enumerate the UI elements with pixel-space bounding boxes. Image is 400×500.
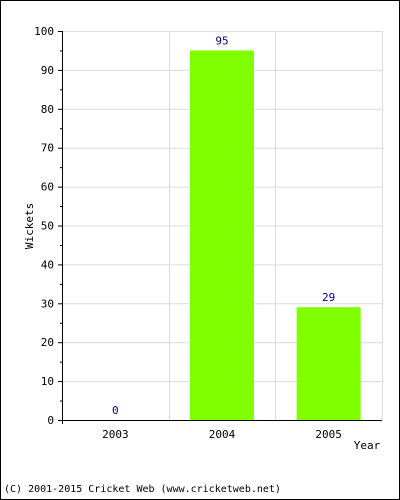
y-tick-labels: 0 10 20 30 40 50 60 70 80 90 100 [34, 25, 54, 427]
bar [296, 307, 361, 420]
data-labels: 0 95 29 [112, 34, 335, 417]
axes [58, 31, 382, 424]
data-label: 29 [322, 291, 335, 304]
y-tick-label: 50 [41, 220, 54, 233]
y-tick-label: 0 [47, 414, 54, 427]
y-tick-label: 100 [34, 25, 54, 38]
copyright-footer: (C) 2001-2015 Cricket Web (www.cricketwe… [4, 484, 281, 495]
x-tick-label: 2005 [315, 428, 342, 441]
x-tick-label: 2003 [102, 428, 129, 441]
y-tick-label: 30 [41, 297, 54, 310]
data-label: 95 [215, 34, 228, 47]
y-tick-label: 40 [41, 258, 54, 271]
x-tick-label: 2004 [209, 428, 236, 441]
x-axis-title: Year [354, 439, 381, 452]
y-tick-label: 90 [41, 64, 54, 77]
bars [190, 50, 361, 420]
y-axis-title: Wickets [23, 203, 36, 249]
y-tick-label: 10 [41, 375, 54, 388]
y-tick-label: 70 [41, 142, 54, 155]
x-tick-labels: 2003 2004 2005 [102, 428, 342, 441]
bar [190, 50, 254, 420]
data-label: 0 [112, 404, 119, 417]
y-tick-label: 60 [41, 181, 54, 194]
y-tick-label: 20 [41, 336, 54, 349]
y-tick-label: 80 [41, 103, 54, 116]
